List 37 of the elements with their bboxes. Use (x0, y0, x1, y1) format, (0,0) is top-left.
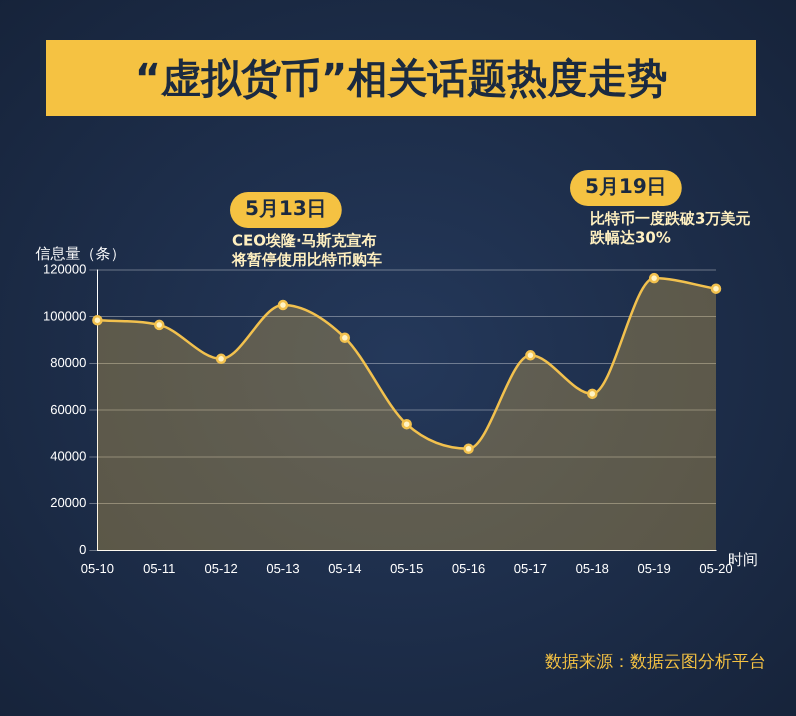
point (216, 354, 226, 364)
x-tick-label: 05-13 (266, 560, 300, 576)
text: 5月19日 (585, 174, 667, 198)
y-tick-label: 40000 (50, 448, 86, 464)
text: 跌幅达30% (589, 228, 671, 246)
point (525, 350, 536, 361)
point (401, 418, 412, 430)
point (587, 388, 598, 400)
point (154, 320, 164, 330)
x-tick-label: 05-16 (452, 560, 486, 576)
point (340, 332, 350, 344)
y-tick-label: 80000 (50, 355, 86, 370)
y-tick-label: 20000 (50, 495, 86, 510)
x-tick-label: 05-10 (80, 560, 114, 576)
x-tick-label: 05-14 (328, 560, 362, 576)
chart-title: “虚拟货币”相关话题热度走势 (40, 40, 756, 116)
source-note: 数据来源：数据云图分析平台 (545, 651, 766, 673)
point (463, 444, 474, 454)
point (92, 314, 103, 326)
text: 将暂停使用比特币购车 (231, 250, 382, 268)
y-axis-title: 信息量（条） (35, 244, 126, 262)
text: 5月13日 (245, 196, 327, 220)
point (278, 300, 288, 310)
y-tick-label: 100000 (42, 308, 86, 324)
x-tick-label: 05-11 (143, 560, 176, 576)
y-tick-label: 0 (79, 542, 86, 557)
text: CEO埃隆·马斯克宣布 (232, 231, 377, 250)
x-tick-label: 05-18 (576, 560, 609, 576)
point (648, 272, 660, 284)
y-tick-label: 120000 (42, 262, 86, 277)
x-tick-label: 05-17 (514, 560, 548, 576)
x-tick-label: 05-19 (638, 560, 671, 576)
x-tick-label: 05-15 (390, 560, 424, 576)
point (710, 283, 722, 294)
text: 比特币一度跌破3万美元 (590, 209, 750, 228)
y-tick-label: 60000 (50, 402, 86, 417)
x-tick-label: 05-12 (204, 560, 238, 576)
